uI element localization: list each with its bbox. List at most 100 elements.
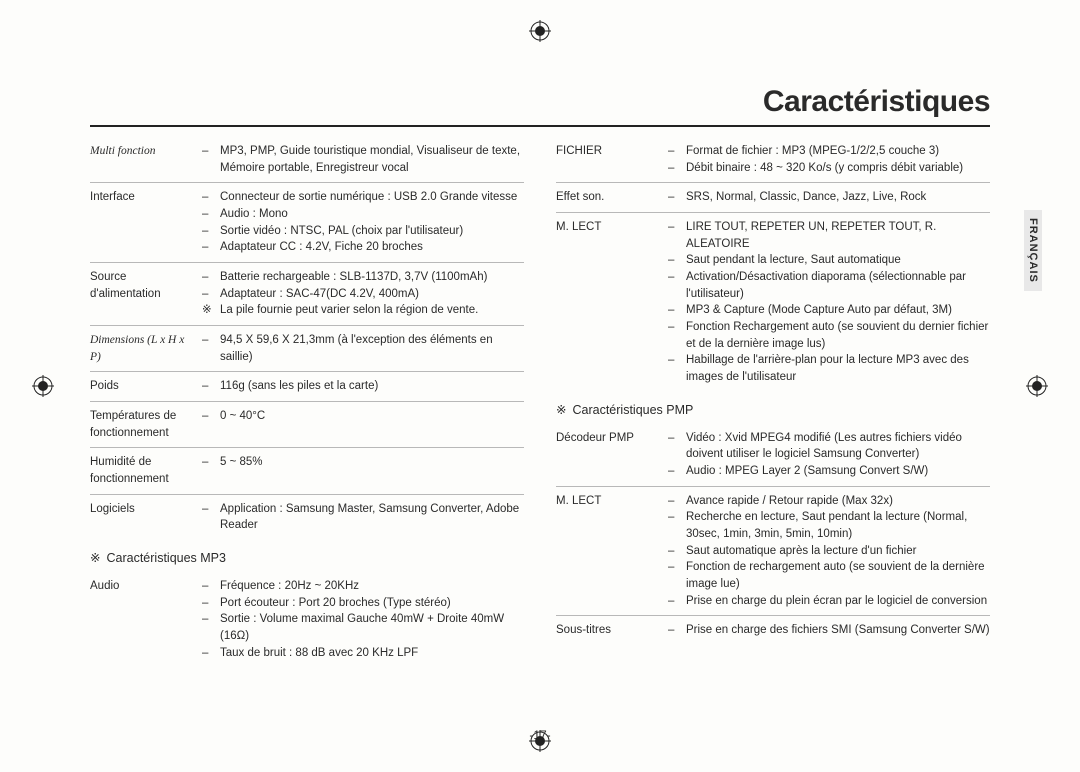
spec-value-row: –Recherche en lecture, Saut pendant la l… <box>668 509 990 542</box>
spec-values: –LIRE TOUT, REPETER UN, REPETER TOUT, R.… <box>668 219 990 386</box>
spec-label: Effet son. <box>556 189 668 206</box>
spec-value-text: MP3 & Capture (Mode Capture Auto par déf… <box>686 302 990 319</box>
spec-label: Décodeur PMP <box>556 430 668 480</box>
spec-row: Effet son.–SRS, Normal, Classic, Dance, … <box>556 183 990 213</box>
spec-value-text: Saut automatique après la lecture d'un f… <box>686 543 990 560</box>
spec-value-text: Taux de bruit : 88 dB avec 20 KHz LPF <box>220 645 524 662</box>
spec-value-text: Activation/Désactivation diaporama (séle… <box>686 269 990 302</box>
dash-icon: – <box>202 189 220 206</box>
spec-value-text: LIRE TOUT, REPETER UN, REPETER TOUT, R. … <box>686 219 990 252</box>
dash-icon: – <box>202 143 220 176</box>
spec-value-text: Fonction de rechargement auto (se souvie… <box>686 559 990 592</box>
spec-value-text: 0 ~ 40°C <box>220 408 524 425</box>
left-column: Multi fonction–MP3, PMP, Guide touristiq… <box>90 137 524 667</box>
spec-value-text: Fréquence : 20Hz ~ 20KHz <box>220 578 524 595</box>
spec-values: –SRS, Normal, Classic, Dance, Jazz, Live… <box>668 189 990 206</box>
spec-row: Poids–116g (sans les piles et la carte) <box>90 372 524 402</box>
spec-value-text: Adaptateur CC : 4.2V, Fiche 20 broches <box>220 239 524 256</box>
spec-value-row: –Saut pendant la lecture, Saut automatiq… <box>668 252 990 269</box>
spec-value-text: Recherche en lecture, Saut pendant la le… <box>686 509 990 542</box>
spec-label: Logiciels <box>90 501 202 534</box>
spec-value-text: Débit binaire : 48 ~ 320 Ko/s (y compris… <box>686 160 990 177</box>
spec-value-text: Application : Samsung Master, Samsung Co… <box>220 501 524 534</box>
spec-value-row: –Avance rapide / Retour rapide (Max 32x) <box>668 493 990 510</box>
spec-value-text: Avance rapide / Retour rapide (Max 32x) <box>686 493 990 510</box>
spec-value-row: –Sortie vidéo : NTSC, PAL (choix par l'u… <box>202 223 524 240</box>
spec-value-row: –SRS, Normal, Classic, Dance, Jazz, Live… <box>668 189 990 206</box>
page-content: Caractéristiques Multi fonction–MP3, PMP… <box>90 85 990 667</box>
spec-row: FICHIER–Format de fichier : MP3 (MPEG-1/… <box>556 137 990 183</box>
spec-value-row: –0 ~ 40°C <box>202 408 524 425</box>
spec-label: M. LECT <box>556 493 668 610</box>
spec-value-text: La pile fournie peut varier selon la rég… <box>220 302 524 319</box>
spec-values: –Format de fichier : MP3 (MPEG-1/2/2,5 c… <box>668 143 990 176</box>
dash-icon: – <box>668 622 686 639</box>
dash-icon: – <box>668 252 686 269</box>
mp3-section-label: Caractéristiques MP3 <box>106 551 226 565</box>
registration-mark-icon <box>529 20 551 42</box>
registration-mark-icon <box>1026 375 1048 397</box>
pmp-section-heading: ※Caractéristiques PMP <box>556 392 990 424</box>
spec-value-text: Batterie rechargeable : SLB-1137D, 3,7V … <box>220 269 524 286</box>
spec-value-row: –Activation/Désactivation diaporama (sél… <box>668 269 990 302</box>
spec-label: Sous-titres <box>556 622 668 639</box>
dash-icon: – <box>202 645 220 662</box>
right-column: FICHIER–Format de fichier : MP3 (MPEG-1/… <box>556 137 990 667</box>
spec-row: Source d'alimentation–Batterie rechargea… <box>90 263 524 326</box>
spec-values: –MP3, PMP, Guide touristique mondial, Vi… <box>202 143 524 176</box>
spec-value-row: –Adaptateur CC : 4.2V, Fiche 20 broches <box>202 239 524 256</box>
dash-icon: – <box>202 501 220 534</box>
language-tab: FRANÇAIS <box>1024 210 1042 291</box>
dash-icon: – <box>668 493 686 510</box>
dash-icon: ※ <box>202 302 220 319</box>
dash-icon: – <box>668 430 686 463</box>
spec-values: –0 ~ 40°C <box>202 408 524 441</box>
dash-icon: – <box>202 206 220 223</box>
dash-icon: – <box>668 509 686 542</box>
spec-value-row: –Fréquence : 20Hz ~ 20KHz <box>202 578 524 595</box>
dash-icon: – <box>202 239 220 256</box>
spec-value-row: –Port écouteur : Port 20 broches (Type s… <box>202 595 524 612</box>
mp3-section-heading: ※Caractéristiques MP3 <box>90 540 524 572</box>
spec-value-text: Port écouteur : Port 20 broches (Type st… <box>220 595 524 612</box>
dash-icon: – <box>668 219 686 252</box>
asterisk-icon: ※ <box>556 403 572 417</box>
spec-value-row: –Débit binaire : 48 ~ 320 Ko/s (y compri… <box>668 160 990 177</box>
spec-row: Multi fonction–MP3, PMP, Guide touristiq… <box>90 137 524 183</box>
spec-row: Températures de fonctionnement–0 ~ 40°C <box>90 402 524 448</box>
dash-icon: – <box>202 378 220 395</box>
spec-value-text: 116g (sans les piles et la carte) <box>220 378 524 395</box>
spec-values: –Batterie rechargeable : SLB-1137D, 3,7V… <box>202 269 524 319</box>
spec-row: Décodeur PMP–Vidéo : Xvid MPEG4 modifié … <box>556 424 990 487</box>
dash-icon: – <box>202 286 220 303</box>
dash-icon: – <box>202 611 220 644</box>
spec-values: –Prise en charge des fichiers SMI (Samsu… <box>668 622 990 639</box>
spec-label: Audio <box>90 578 202 661</box>
spec-value-text: Audio : Mono <box>220 206 524 223</box>
spec-value-row: –Audio : MPEG Layer 2 (Samsung Convert S… <box>668 463 990 480</box>
asterisk-icon: ※ <box>90 551 106 565</box>
dash-icon: – <box>668 463 686 480</box>
spec-value-text: MP3, PMP, Guide touristique mondial, Vis… <box>220 143 524 176</box>
spec-value-row: –Fonction Rechargement auto (se souvient… <box>668 319 990 352</box>
pmp-section-label: Caractéristiques PMP <box>572 403 693 417</box>
spec-value-row: –94,5 X 59,6 X 21,3mm (à l'exception des… <box>202 332 524 365</box>
spec-values: –5 ~ 85% <box>202 454 524 487</box>
spec-row: Humidité de fonctionnement–5 ~ 85% <box>90 448 524 494</box>
spec-row: M. LECT–Avance rapide / Retour rapide (M… <box>556 487 990 617</box>
spec-value-text: Habillage de l'arrière-plan pour la lect… <box>686 352 990 385</box>
spec-value-text: Prise en charge des fichiers SMI (Samsun… <box>686 622 990 639</box>
spec-label: Source d'alimentation <box>90 269 202 319</box>
spec-value-row: –Batterie rechargeable : SLB-1137D, 3,7V… <box>202 269 524 286</box>
spec-label: Multi fonction <box>90 143 202 176</box>
spec-value-row: –Connecteur de sortie numérique : USB 2.… <box>202 189 524 206</box>
spec-values: –Fréquence : 20Hz ~ 20KHz–Port écouteur … <box>202 578 524 661</box>
dash-icon: – <box>668 143 686 160</box>
spec-value-text: Adaptateur : SAC-47(DC 4.2V, 400mA) <box>220 286 524 303</box>
dash-icon: – <box>668 352 686 385</box>
spec-value-row: –Prise en charge des fichiers SMI (Samsu… <box>668 622 990 639</box>
dash-icon: – <box>202 332 220 365</box>
spec-value-row: –116g (sans les piles et la carte) <box>202 378 524 395</box>
registration-mark-icon <box>529 730 551 752</box>
spec-value-row: –Audio : Mono <box>202 206 524 223</box>
